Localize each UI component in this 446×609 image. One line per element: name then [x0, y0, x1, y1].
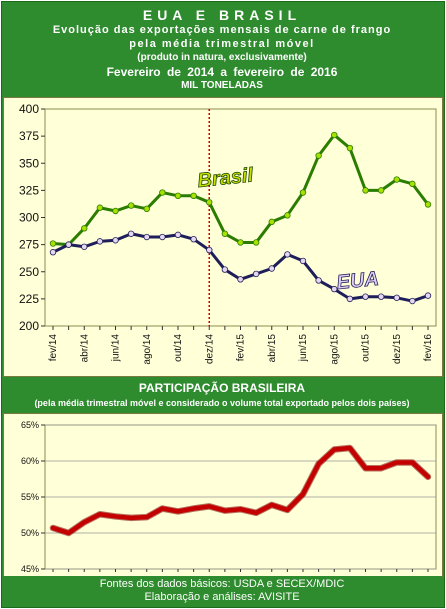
- data-point-brasil: [252, 239, 260, 246]
- x-tick-label: jun/15: [298, 334, 309, 363]
- data-point-eua: [206, 246, 213, 254]
- footer-credit: Elaboração e análises: AVISITE: [144, 591, 300, 603]
- x-tick-label: fev/15: [236, 334, 247, 362]
- data-point-brasil: [81, 225, 88, 232]
- data-point-brasil: [315, 152, 322, 159]
- x-tick-label: abr/15: [267, 334, 278, 363]
- header-line-5: MIL TONELADAS: [181, 80, 263, 91]
- share-chart-title: PARTICIPAÇÃO BRASILEIRA: [138, 381, 306, 395]
- data-point-eua: [174, 231, 182, 239]
- share-chart-subtitle: (pela média trimestral móvel e considera…: [34, 398, 410, 408]
- data-point-brasil: [221, 230, 229, 237]
- y-tick-label: 225: [19, 292, 39, 306]
- x-tick-label: dez/15: [392, 334, 403, 364]
- y-tick-label: 200: [19, 319, 39, 333]
- y-tick-label: 375: [19, 129, 39, 143]
- data-point-eua: [65, 241, 72, 248]
- data-point-eua: [362, 293, 369, 300]
- plot-area: [44, 108, 437, 327]
- y-tick-label: 45%: [21, 564, 39, 574]
- data-point-eua: [284, 251, 291, 258]
- header-line-4: Fevereiro de 2014 a fevereiro de 2016: [106, 65, 338, 79]
- data-point-eua: [346, 295, 354, 303]
- data-point-eua: [393, 294, 400, 301]
- y-tick-label: 55%: [21, 492, 39, 502]
- data-point-brasil: [127, 202, 135, 209]
- y-tick-label: 250: [19, 265, 39, 279]
- header-title: EUA E BRASIL: [142, 7, 302, 23]
- data-point-brasil: [409, 180, 416, 188]
- y-tick-label: 50%: [21, 528, 39, 538]
- x-tick-label: fev/16: [423, 334, 434, 362]
- x-tick-label: fev/14: [48, 334, 59, 362]
- exports-chart-area: 200 225 250 275 300 325 350 375 400 fev/14 abr/14 j…: [3, 97, 443, 377]
- series-line-participacao: [50, 445, 431, 536]
- header-line-1: Evolução das exportações mensais de carn…: [52, 24, 392, 36]
- x-tick-label: out/15: [361, 334, 372, 362]
- x-tick-label: ago/15: [329, 334, 340, 365]
- data-point-eua: [127, 230, 135, 237]
- y-tick-label: 300: [19, 211, 39, 225]
- data-point-eua: [159, 233, 166, 241]
- data-point-brasil: [159, 189, 166, 196]
- chart-footer: Fontes dos dados básicos: USDA e SECEX/M…: [2, 576, 442, 606]
- data-point-eua: [331, 285, 338, 293]
- series-label-brasil: Brasil: [197, 164, 255, 192]
- footer-source: Fontes dos dados básicos: USDA e SECEX/M…: [99, 578, 345, 590]
- chart-header: EUA E BRASIL Evolução das exportações me…: [2, 2, 442, 97]
- data-point-eua: [143, 233, 150, 241]
- data-point-eua: [49, 249, 57, 256]
- data-point-brasil: [268, 218, 275, 226]
- data-point-brasil: [362, 187, 369, 194]
- data-point-brasil: [393, 176, 400, 183]
- data-point-brasil: [424, 201, 432, 208]
- x-tick-label: dez/14: [204, 334, 215, 364]
- data-point-eua: [268, 265, 275, 272]
- data-point-brasil: [346, 144, 354, 152]
- data-point-eua: [237, 276, 244, 283]
- data-point-eua: [96, 238, 104, 245]
- y-tick-label: 400: [19, 102, 39, 116]
- y-tick-label: 60%: [21, 456, 39, 466]
- exports-line-chart: 200 225 250 275 300 325 350 375 400 fev/14 abr/14 j…: [19, 102, 437, 365]
- share-chart-area: 45% 50% 55% 60% 65%: [3, 413, 443, 577]
- x-tick-label: ago/14: [142, 334, 153, 365]
- data-point-brasil: [299, 189, 307, 196]
- data-point-brasil: [206, 199, 213, 206]
- data-point-brasil: [174, 192, 182, 199]
- y-tick-label: 325: [19, 183, 39, 197]
- series-label-eua: EUA: [336, 268, 380, 294]
- data-point-brasil: [49, 240, 57, 247]
- data-point-eua: [409, 297, 416, 305]
- share-line-chart: 45% 50% 55% 60% 65%: [21, 420, 437, 574]
- header-line-3: (produto in natura, exclusivamente): [137, 52, 307, 63]
- data-point-eua: [190, 235, 197, 243]
- data-point-eua: [81, 243, 88, 250]
- data-point-eua: [315, 277, 322, 284]
- data-point-eua: [424, 292, 432, 299]
- data-point-brasil: [237, 239, 244, 246]
- y-tick-label: 275: [19, 238, 39, 252]
- share-chart-header: PARTICIPAÇÃO BRASILEIRA (pela média trim…: [2, 377, 442, 413]
- y-tick-label: 350: [19, 156, 39, 170]
- data-point-brasil: [284, 212, 291, 219]
- data-point-brasil: [143, 205, 150, 213]
- x-tick-label: jun/14: [111, 334, 122, 363]
- data-point-eua: [252, 270, 260, 278]
- data-point-brasil: [331, 131, 338, 139]
- data-point-brasil: [377, 187, 385, 194]
- y-tick-label: 65%: [21, 420, 39, 430]
- data-point-brasil: [96, 204, 104, 211]
- data-point-eua: [377, 293, 385, 300]
- data-point-eua: [112, 237, 119, 244]
- header-line-2: pela média trimestral móvel: [129, 38, 315, 50]
- x-tick-label: abr/14: [79, 334, 90, 363]
- data-point-brasil: [112, 207, 119, 215]
- data-point-eua: [299, 257, 307, 265]
- data-point-eua: [221, 266, 229, 273]
- x-tick-label: out/14: [173, 334, 184, 362]
- data-point-brasil: [190, 192, 197, 199]
